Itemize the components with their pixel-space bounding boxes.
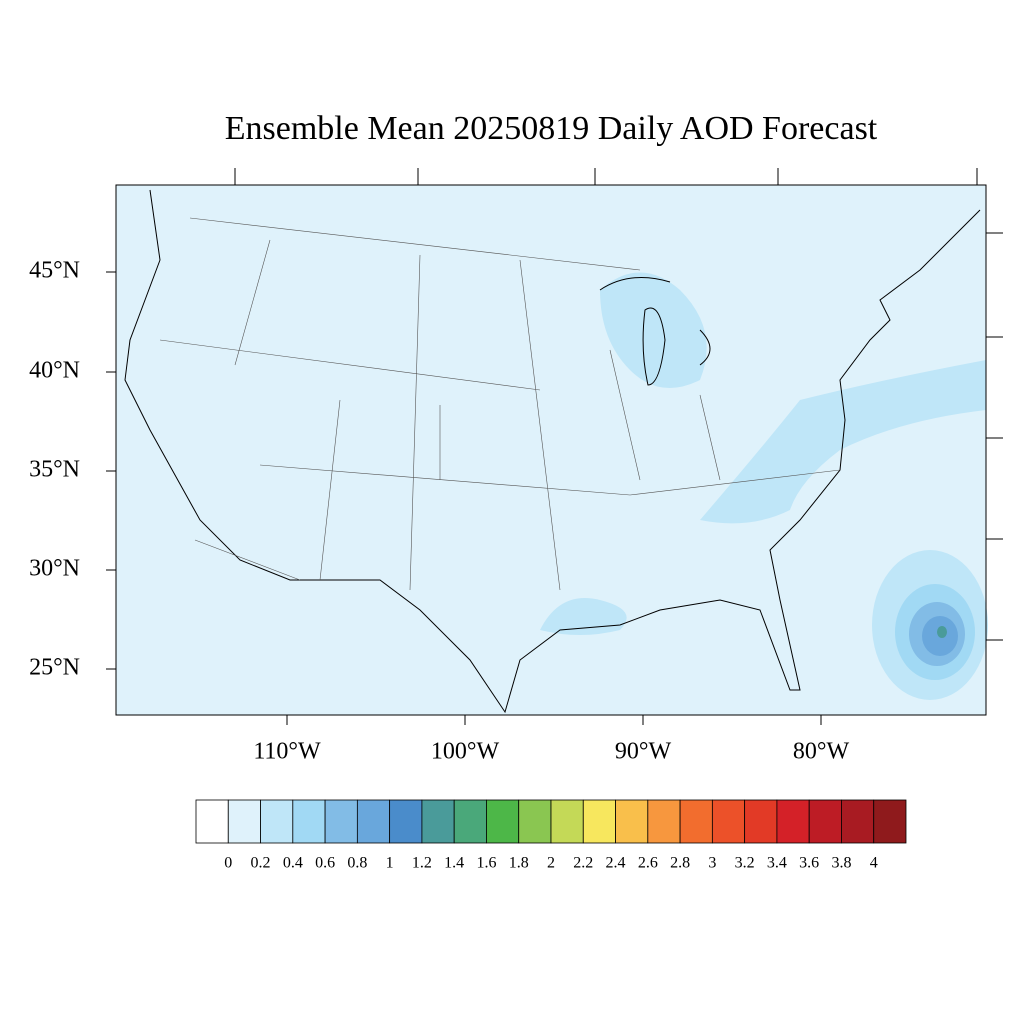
colorbar-box [615,799,649,844]
title: Ensemble Mean 20250819 Daily AOD Forecas… [225,110,878,147]
colorbar-label: 3 [708,855,716,872]
colorbar-label: 4 [870,855,878,872]
colorbar-label: 1.4 [444,855,464,872]
colorbar-label: 3.6 [799,855,819,872]
colorbar-label: 1.2 [412,855,432,872]
lat-label: 25°N [29,655,80,681]
colorbar-box [486,799,520,844]
colorbar-box [841,799,875,844]
colorbar-box [550,799,584,844]
colorbar-label: 1 [386,855,394,872]
colorbar-box [647,799,681,844]
lon-label: 90°W [615,739,672,765]
aod-region [937,626,947,638]
colorbar-label: 0.6 [315,855,335,872]
colorbar-label: 3.8 [831,855,851,872]
colorbar-label: 0.4 [283,855,303,872]
map-frame [115,184,987,716]
colorbar-box [260,799,294,844]
colorbar-box [421,799,455,844]
great-lakes [599,277,711,386]
lat-label: 45°N [29,258,80,284]
colorbar-label: 2.8 [670,855,690,872]
colorbar-label: 2.4 [606,855,626,872]
lon-label: 80°W [793,739,850,765]
map-background [116,185,986,715]
colorbar-label: 0 [224,855,232,872]
colorbar-label: 2.2 [573,855,593,872]
colorbar-box [744,799,778,844]
colorbar-box [776,799,810,844]
colorbar-box [711,799,746,844]
colorbar-box [873,799,907,844]
colorbar-label: 0.2 [251,855,271,872]
colorbar-box [582,799,616,844]
colorbar-box [808,799,842,844]
lat-label: 30°N [29,556,80,582]
colorbar-box [389,799,423,844]
colorbar-box [453,799,487,844]
colorbar-label: 2.6 [638,855,658,872]
colorbar-box [324,799,358,844]
colorbar-label: 2 [547,855,555,872]
colorbar-label: 0.8 [347,855,367,872]
state-border [159,217,841,591]
colorbar-box [292,799,326,844]
colorbar-label: 3.4 [767,855,787,872]
colorbar-box [195,799,229,844]
colorbar-box [356,799,391,844]
colorbar: 0 0.2 0.4 0.6 0.8 1 1.2 1.4 1.6 1.8 2 2.2 2.4 2.6 2.8 3… [195,799,907,872]
colorbar-box [518,799,552,844]
lon-label: 100°W [431,739,500,765]
map [115,184,988,716]
lon-label: 110°W [253,739,321,765]
lat-label: 35°N [29,457,80,483]
coastline [124,189,981,714]
colorbar-box [227,799,261,844]
colorbar-label: 1.6 [476,855,496,872]
colorbar-label: 1.8 [509,855,529,872]
lat-label: 40°N [29,358,80,384]
aod-region [600,272,707,388]
colorbar-label: 3.2 [735,855,755,872]
colorbar-box [679,799,713,844]
